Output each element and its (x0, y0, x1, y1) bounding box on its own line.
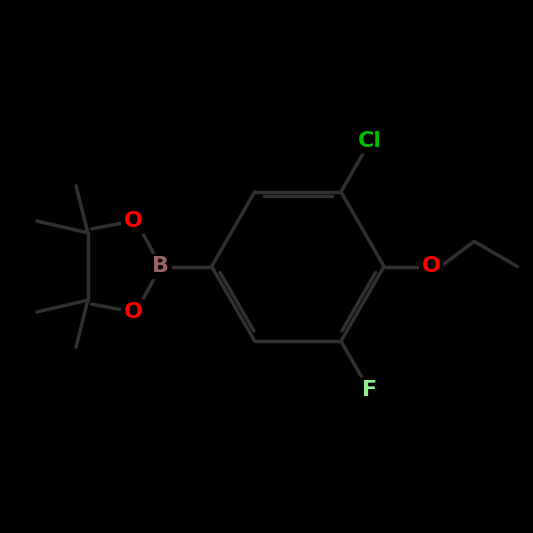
Text: O: O (124, 302, 143, 322)
Text: O: O (124, 211, 143, 231)
Text: F: F (361, 380, 377, 400)
Text: Cl: Cl (358, 131, 382, 151)
Text: B: B (152, 256, 169, 277)
Text: O: O (422, 256, 441, 277)
